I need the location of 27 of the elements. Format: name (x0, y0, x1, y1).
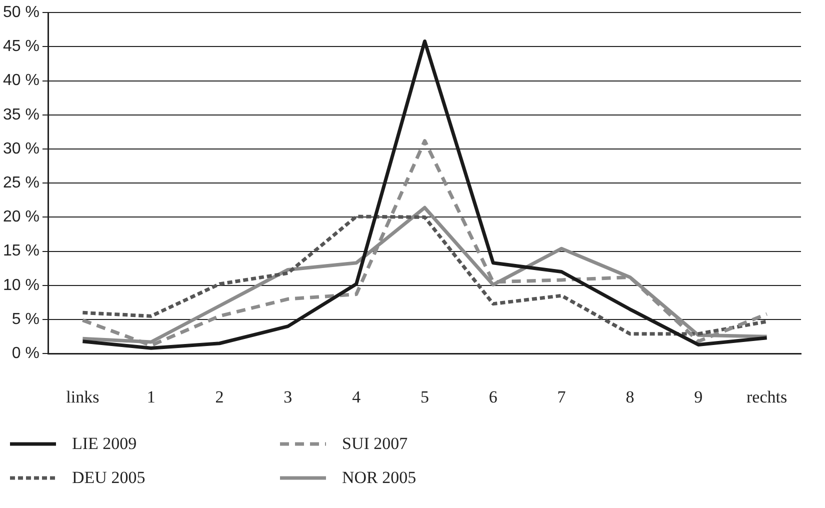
y-tick-label: 0 % (12, 345, 40, 362)
y-tick-label: 10 % (3, 276, 40, 294)
y-tick-label: 45 % (3, 38, 40, 56)
legend-label: NOR 2005 (342, 468, 416, 488)
legend-label: SUI 2007 (342, 434, 408, 454)
x-tick-label: 4 (352, 387, 362, 406)
legend-label: LIE 2009 (72, 434, 137, 454)
x-tick-label: links (66, 387, 100, 406)
x-tick-label: 1 (146, 387, 156, 406)
x-tick-label: 8 (626, 387, 634, 406)
y-tick-label: 40 % (3, 72, 40, 90)
x-tick-label: 6 (488, 387, 498, 406)
x-tick-label: rechts (746, 387, 788, 406)
x-tick-label: 3 (284, 387, 292, 406)
y-tick-label: 25 % (3, 174, 40, 192)
y-tick-label: 20 % (3, 208, 40, 226)
x-tick-label: 5 (420, 387, 429, 406)
x-tick-label: 7 (557, 387, 566, 406)
x-tick-label: 9 (694, 387, 703, 406)
y-tick-label: 5 % (12, 310, 40, 328)
legend-label: DEU 2005 (72, 468, 146, 488)
line-series (80, 139, 769, 348)
y-tick-label: 15 % (3, 242, 40, 260)
x-tick-label: 2 (215, 387, 224, 406)
y-tick-label: 50 % (3, 4, 40, 22)
y-tick-label: 35 % (3, 106, 40, 124)
y-tick-label: 30 % (3, 140, 40, 158)
